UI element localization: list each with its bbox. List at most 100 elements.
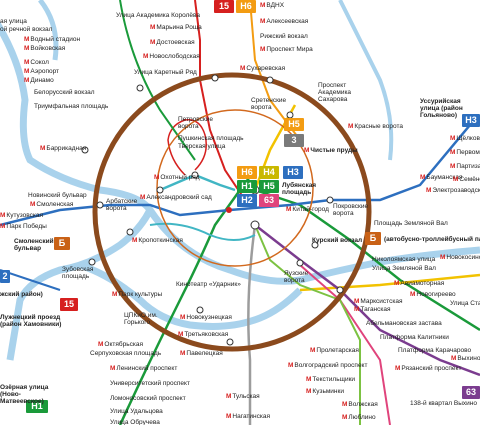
label-korolev: Улица Академика Королёва (116, 12, 201, 19)
red-loop (167, 119, 207, 176)
label-vdnh: МВДНХ (260, 2, 285, 9)
badge-63: 63 (259, 194, 279, 207)
label-ozernaya: Озёрная улица (Ново-Матвеевское) (0, 384, 49, 405)
label-trolleybus: (автобусно-троллейбусный парк) (384, 236, 480, 243)
label-tekstilschiki: МТекстильщики (306, 376, 356, 383)
label-dostoevskaya: МДостоевская (150, 39, 195, 46)
gray-line (247, 224, 257, 425)
label-pokrovskie: Покровские ворота (333, 203, 369, 217)
label-nagatinskaya: МНагатинская (226, 413, 270, 420)
label-zubovskaya: Зубовская площадь (62, 266, 94, 280)
label-kuzminki: МКузьминки (306, 388, 344, 395)
label-ussuriyskaya: Уссурийская улица (район Гольяново) (420, 98, 463, 119)
label-kropotkinskaya: МКропоткинская (132, 237, 183, 244)
badge-h3-right: H3 (462, 114, 480, 127)
green-north (119, 0, 196, 161)
red-line (194, 0, 246, 201)
boulevard-ring (156, 109, 314, 267)
label-tverskaya: Тверская улица (178, 143, 226, 150)
label-elektrozavodskaya: МЭлектрозаводская (426, 187, 480, 194)
label-kinoteatr: Кинотеатр «Ударник» (176, 281, 241, 288)
label-volgogradsky: МВолгоградский проспект (288, 362, 368, 369)
label-schelkovskaya: МЩёлковская (450, 135, 480, 142)
label-rizhskaya: Рижский вокзал (260, 33, 308, 40)
label-smolenskaya: МСмоленская (30, 201, 74, 208)
label-ryazansky: МРязанский проспект (395, 365, 462, 372)
label-marksistskaya: ММарксистская (354, 298, 403, 305)
label-park-pobedy: МПарк Победы (0, 223, 47, 230)
label-lubyanskaya: Лубянская площадь (282, 182, 317, 196)
label-rechnoy-park: ой речной вокзал (0, 26, 53, 33)
label-aleksandrovsky: МАлександровский сад (140, 194, 212, 201)
label-baumanskaya: МБауманская (420, 174, 463, 181)
label-kitay-gorod: МКитай-город (286, 206, 329, 213)
label-chistye-prudy: МЧистые пруды (304, 147, 358, 154)
blue-line-south (0, 269, 61, 291)
badge-2-left: 2 (0, 270, 10, 283)
label-tulskaya: МТульская (226, 393, 260, 400)
label-vodny: МВодный стадион (24, 36, 81, 43)
yauza (338, 0, 394, 161)
label-arbatskie: Арбатские ворота (106, 198, 138, 212)
label-dinamo: МДинамо (24, 77, 54, 84)
label-zemlyanoy-val: Площадь Земляной Вал (374, 220, 448, 227)
badge-h2: H2 (237, 194, 257, 207)
label-partizanskaya: МПартизанская (450, 163, 480, 170)
label-alekseevskaya: МАлексеевская (260, 18, 309, 25)
label-kursky: Курский вокзал (312, 237, 363, 244)
label-lyublino: МЛюблино (342, 414, 376, 421)
badge-h3: H3 (283, 166, 303, 179)
badge-h5-top: H5 (284, 118, 304, 131)
label-barrikadnaya: МБаррикадная (40, 145, 87, 152)
label-leninsky: МЛенинский проспект (110, 365, 178, 372)
label-petrovskie: Петровские ворота (178, 116, 213, 130)
label-universitetsky: Университетский проспект (110, 380, 190, 387)
label-novinsky: Новинский бульвар (28, 192, 87, 199)
label-sukharevskaya: МСухаревская (240, 65, 286, 72)
badge-63-bottom: 63 (462, 386, 480, 399)
badge-h6-top: H6 (236, 0, 256, 13)
label-kutuzovskaya: МКутузовская (0, 212, 44, 219)
label-ulitsa-top: ая улица (0, 18, 27, 25)
label-pervomaiskaya: МПервомайская (450, 149, 480, 156)
garden-ring (92, 72, 372, 352)
lime-line (254, 224, 361, 425)
label-novokosino: МНовокосино (440, 254, 480, 261)
badge-h6-mid: H6 (237, 166, 257, 179)
badge-h4: H4 (259, 166, 279, 179)
label-okhotny: МОхотный ряд (154, 174, 200, 181)
label-vykhino: МВыхино (451, 355, 480, 362)
label-semenovskaya: МСемёновская (453, 176, 480, 183)
label-platforma-kalitniki: Платформа Калитники (380, 334, 449, 341)
teal-line (159, 173, 236, 192)
label-luzhnetsky: Лужнецкий проезд (район Хамовники) (0, 314, 62, 328)
label-lomonosovsky: Ломоносовский проспект (110, 395, 186, 402)
label-paveletskaya: МПавелецкая (180, 350, 223, 357)
label-novokuznetskaya: МНовокузнецкая (180, 314, 232, 321)
badge-h1-bottom: H1 (26, 400, 48, 413)
label-aviamotornaya: МАвиамоторная (394, 280, 445, 287)
pink-line (299, 264, 391, 425)
label-abelmanovskaya: Абельмановская застава (366, 320, 442, 327)
label-novoslobodskaya: МНовослободская (143, 53, 200, 60)
label-park-kultury: МПарк культуры (112, 291, 163, 298)
label-sretenskie: Сретенские ворота (251, 97, 287, 111)
river-south (78, 261, 303, 330)
label-smolensky-bulvar: Смоленский бульвар (14, 238, 54, 252)
label-kvartal-138: 138-й квартал Выхино (410, 400, 477, 407)
label-nikolo: Николоямская улица (372, 256, 436, 263)
canal (38, 0, 59, 61)
label-ulitsa-starye: Улица Стар (450, 300, 480, 307)
badge-b-left: Б (54, 237, 70, 250)
badge-15-top: 15 (214, 0, 234, 13)
label-karetny: Улица Каретный Ряд (134, 69, 197, 76)
label-krasnye-vorota: МКрасные ворота (348, 123, 403, 130)
station-markers (81, 74, 344, 346)
label-sokol: МСокол (24, 59, 49, 66)
label-proletarskaya: МПролетарская (310, 347, 359, 354)
label-voikovskaya: МВойковская (24, 45, 66, 52)
label-triumfalnaya: Триумфальная площадь (34, 103, 109, 110)
label-aeroport: МАэропорт (24, 68, 60, 75)
teal-loop (149, 222, 256, 241)
